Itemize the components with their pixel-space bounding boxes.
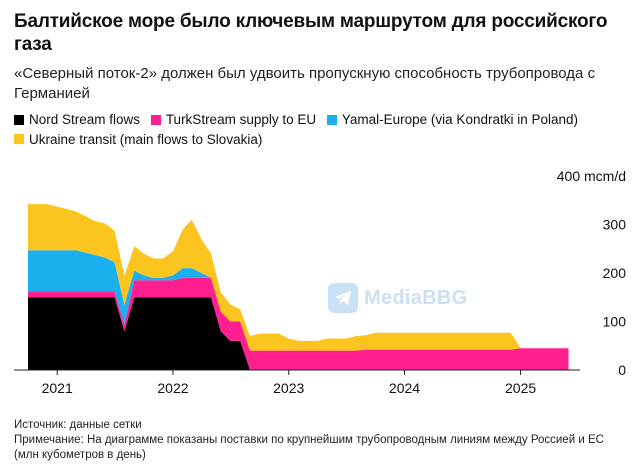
y-axis-ticks: 0 100 200 300 400 mcm/d — [557, 168, 626, 378]
area-series-1 — [28, 277, 569, 370]
chart-title: Балтийское море было ключевым маршрутом … — [14, 11, 608, 55]
legend-swatch-ukraine-transit — [14, 134, 24, 144]
legend: Nord Stream flows TurkStream supply to E… — [14, 110, 629, 149]
stacked-areas — [28, 204, 569, 370]
legend-item-yamal-europe: Yamal-Europe (via Kondratki in Poland) — [326, 110, 579, 129]
legend-label-yamal-europe: Yamal-Europe (via Kondratki in Poland) — [341, 112, 579, 127]
gas-flows-chart: 2021 2022 2023 2024 2025 0 100 200 300 400 mcm/d — [14, 168, 626, 396]
watermark: MediaBBG — [328, 283, 468, 313]
legend-label-nord-stream: Nord Stream flows — [29, 112, 141, 127]
y-tick-label: 100 — [603, 314, 627, 330]
legend-swatch-nord-stream — [14, 114, 24, 125]
x-tick-label: 2022 — [157, 380, 188, 396]
watermark-text: MediaBBG — [364, 286, 468, 309]
y-tick-label: 0 — [618, 362, 626, 378]
footer: Источник: данные сетки Примечание: На ди… — [14, 418, 629, 463]
legend-item-nord-stream: Nord Stream flows — [14, 110, 140, 129]
chart-subtitle: «Северный поток-2» должен был удвоить пр… — [14, 65, 596, 102]
y-tick-label: 300 — [603, 217, 627, 233]
x-tick-label: 2024 — [389, 380, 420, 396]
area-series-3 — [28, 204, 569, 351]
legend-swatch-turkstream — [150, 114, 161, 125]
x-tick-label: 2021 — [42, 380, 73, 396]
legend-item-ukraine-transit: Ukraine transit (main flows to Slovakia) — [14, 130, 262, 149]
area-series-2 — [28, 250, 569, 351]
legend-swatch-yamal-europe — [326, 114, 337, 125]
area-series-0 — [28, 297, 569, 370]
y-tick-label: 200 — [603, 265, 627, 281]
y-tick-label: 400 mcm/d — [557, 168, 626, 184]
legend-item-turkstream: TurkStream supply to EU — [150, 110, 317, 129]
legend-label-ukraine-transit: Ukraine transit (main flows to Slovakia) — [29, 131, 263, 147]
source-note: Источник: данные сетки — [14, 419, 142, 431]
x-axis-ticks: 2021 2022 2023 2024 2025 — [42, 370, 536, 396]
x-tick-label: 2023 — [273, 380, 304, 396]
x-tick-label: 2025 — [505, 380, 536, 396]
telegram-logo-icon — [328, 283, 358, 313]
legend-label-turkstream: TurkStream supply to EU — [165, 112, 317, 127]
chart-footnote: Примечание: На диаграмме показаны постав… — [14, 434, 604, 461]
